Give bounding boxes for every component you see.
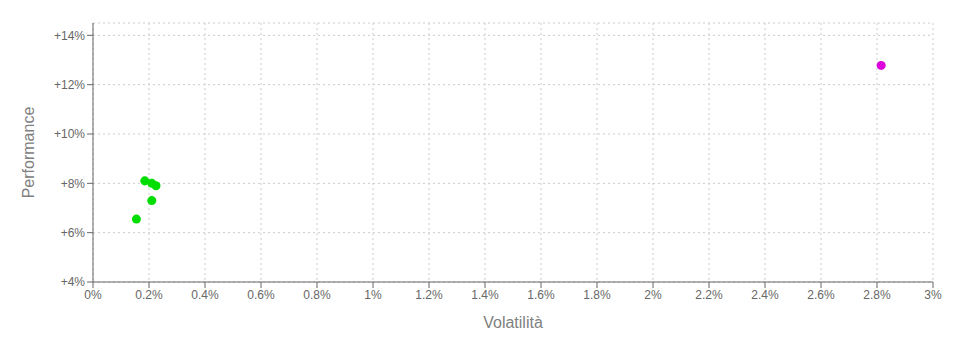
svg-text:1.2%: 1.2%	[415, 288, 443, 302]
svg-text:Performance: Performance	[20, 107, 37, 199]
svg-text:Volatilità: Volatilità	[483, 314, 543, 331]
svg-text:2.4%: 2.4%	[751, 288, 779, 302]
svg-text:1.6%: 1.6%	[527, 288, 555, 302]
svg-text:2.2%: 2.2%	[695, 288, 723, 302]
svg-text:2.8%: 2.8%	[863, 288, 891, 302]
svg-text:+14%: +14%	[54, 29, 85, 43]
svg-text:1.4%: 1.4%	[471, 288, 499, 302]
svg-text:1.8%: 1.8%	[583, 288, 611, 302]
svg-text:0.2%: 0.2%	[135, 288, 163, 302]
svg-text:0%: 0%	[84, 288, 102, 302]
svg-text:+8%: +8%	[61, 177, 86, 191]
svg-text:1%: 1%	[364, 288, 382, 302]
svg-text:0.6%: 0.6%	[247, 288, 275, 302]
svg-text:+12%: +12%	[54, 78, 85, 92]
svg-text:2.6%: 2.6%	[807, 288, 835, 302]
svg-text:+4%: +4%	[61, 275, 86, 289]
svg-text:+10%: +10%	[54, 127, 85, 141]
svg-text:0.8%: 0.8%	[303, 288, 331, 302]
svg-text:+6%: +6%	[61, 226, 86, 240]
svg-text:2%: 2%	[644, 288, 662, 302]
svg-text:3%: 3%	[924, 288, 942, 302]
svg-text:0.4%: 0.4%	[191, 288, 219, 302]
